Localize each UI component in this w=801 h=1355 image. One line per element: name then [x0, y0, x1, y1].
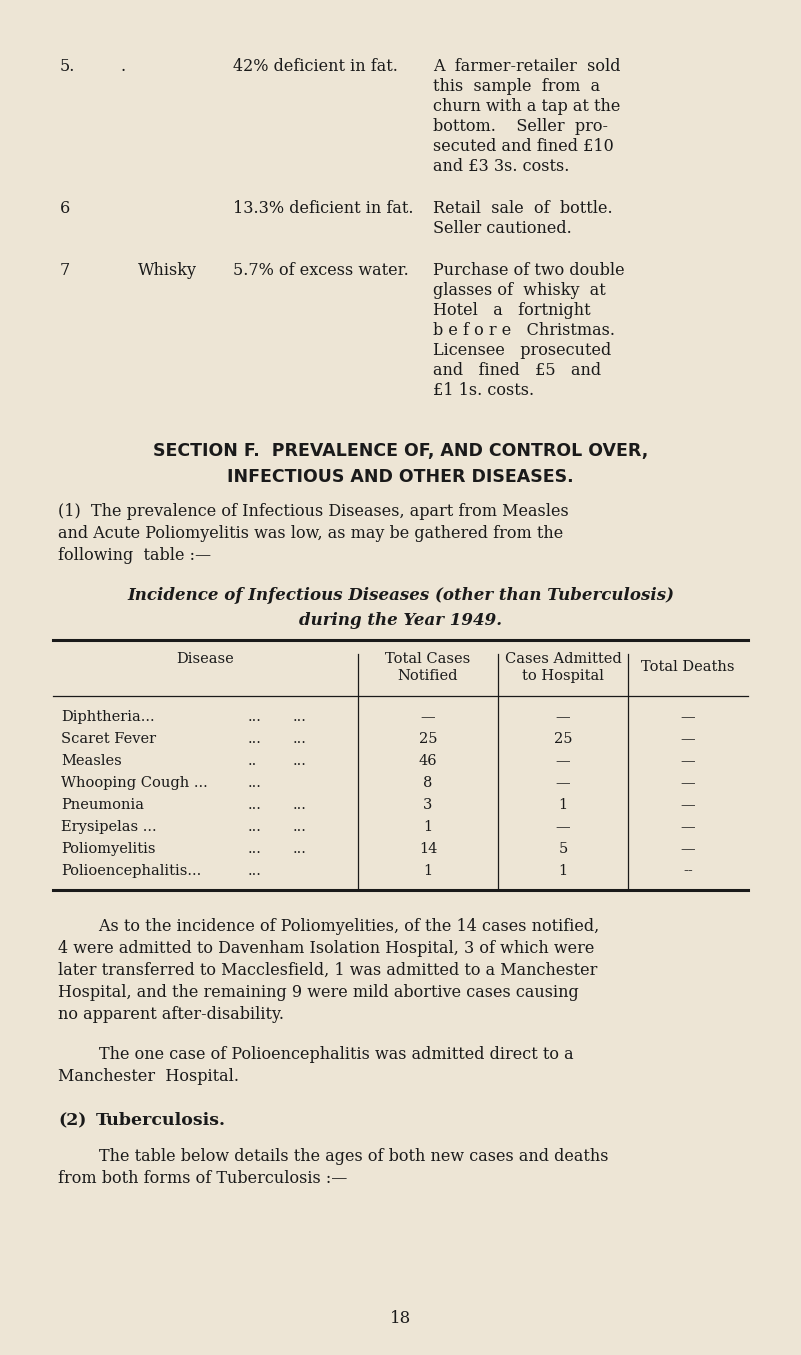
- Text: (2): (2): [58, 1112, 87, 1129]
- Text: --: --: [683, 864, 693, 878]
- Text: 4 were admitted to Davenham Isolation Hospital, 3 of which were: 4 were admitted to Davenham Isolation Ho…: [58, 940, 594, 957]
- Text: 46: 46: [419, 753, 437, 768]
- Text: —: —: [681, 820, 695, 833]
- Text: ...: ...: [248, 864, 262, 878]
- Text: ...: ...: [293, 820, 307, 833]
- Text: and   fined   £5   and: and fined £5 and: [433, 362, 601, 379]
- Text: 1: 1: [424, 864, 433, 878]
- Text: 5: 5: [558, 841, 568, 856]
- Text: (1)  The prevalence of Infectious Diseases, apart from Measles: (1) The prevalence of Infectious Disease…: [58, 503, 569, 520]
- Text: A  farmer-retailer  sold: A farmer-retailer sold: [433, 58, 621, 75]
- Text: —: —: [681, 776, 695, 790]
- Text: 1: 1: [558, 864, 568, 878]
- Text: —: —: [681, 841, 695, 856]
- Text: 6: 6: [60, 201, 70, 217]
- Text: ...: ...: [248, 732, 262, 747]
- Text: churn with a tap at the: churn with a tap at the: [433, 98, 621, 115]
- Text: 1: 1: [424, 820, 433, 833]
- Text: ...: ...: [293, 841, 307, 856]
- Text: The one case of Polioencephalitis was admitted direct to a: The one case of Polioencephalitis was ad…: [58, 1046, 574, 1064]
- Text: ...: ...: [248, 710, 262, 724]
- Text: ...: ...: [248, 776, 262, 790]
- Text: .: .: [120, 58, 125, 75]
- Text: —: —: [681, 798, 695, 812]
- Text: later transferred to Macclesfield, 1 was admitted to a Manchester: later transferred to Macclesfield, 1 was…: [58, 962, 598, 980]
- Text: Scaret Fever: Scaret Fever: [61, 732, 156, 747]
- Text: following  table :—: following table :—: [58, 547, 211, 564]
- Text: and Acute Poliomyelitis was low, as may be gathered from the: and Acute Poliomyelitis was low, as may …: [58, 524, 563, 542]
- Text: Pneumonia: Pneumonia: [61, 798, 144, 812]
- Text: —: —: [556, 710, 570, 724]
- Text: ..: ..: [248, 753, 257, 768]
- Text: 3: 3: [423, 798, 433, 812]
- Text: this  sample  from  a: this sample from a: [433, 79, 600, 95]
- Text: 25: 25: [553, 732, 572, 747]
- Text: ...: ...: [248, 798, 262, 812]
- Text: 5.7% of excess water.: 5.7% of excess water.: [233, 262, 409, 279]
- Text: ...: ...: [293, 732, 307, 747]
- Text: SECTION F.  PREVALENCE OF, AND CONTROL OVER,: SECTION F. PREVALENCE OF, AND CONTROL OV…: [153, 442, 648, 459]
- Text: 13.3% deficient in fat.: 13.3% deficient in fat.: [233, 201, 413, 217]
- Text: Polioencephalitis...: Polioencephalitis...: [61, 864, 201, 878]
- Text: Hospital, and the remaining 9 were mild abortive cases causing: Hospital, and the remaining 9 were mild …: [58, 984, 579, 1001]
- Text: 18: 18: [390, 1310, 411, 1327]
- Text: ...: ...: [248, 841, 262, 856]
- Text: As to the incidence of Poliomyelities, of the 14 cases notified,: As to the incidence of Poliomyelities, o…: [58, 917, 599, 935]
- Text: Cases Admitted: Cases Admitted: [505, 652, 622, 667]
- Text: Manchester  Hospital.: Manchester Hospital.: [58, 1068, 239, 1085]
- Text: ...: ...: [293, 798, 307, 812]
- Text: —: —: [681, 732, 695, 747]
- Text: Notified: Notified: [398, 669, 458, 683]
- Text: to Hospital: to Hospital: [522, 669, 604, 683]
- Text: Whisky: Whisky: [138, 262, 197, 279]
- Text: bottom.    Seller  pro-: bottom. Seller pro-: [433, 118, 608, 136]
- Text: ...: ...: [248, 820, 262, 833]
- Text: Seller cautioned.: Seller cautioned.: [433, 220, 572, 237]
- Text: 1: 1: [558, 798, 568, 812]
- Text: Erysipelas ...: Erysipelas ...: [61, 820, 157, 833]
- Text: 5.: 5.: [60, 58, 75, 75]
- Text: and £3 3s. costs.: and £3 3s. costs.: [433, 159, 570, 175]
- Text: Purchase of two double: Purchase of two double: [433, 262, 625, 279]
- Text: Whooping Cough ...: Whooping Cough ...: [61, 776, 207, 790]
- Text: Incidence of Infectious Diseases (other than Tuberculosis): Incidence of Infectious Diseases (other …: [127, 587, 674, 604]
- Text: —: —: [421, 710, 435, 724]
- Text: 25: 25: [419, 732, 437, 747]
- Text: Poliomyelitis: Poliomyelitis: [61, 841, 155, 856]
- Text: Measles: Measles: [61, 753, 122, 768]
- Text: Licensee   prosecuted: Licensee prosecuted: [433, 341, 611, 359]
- Text: The table below details the ages of both new cases and deaths: The table below details the ages of both…: [58, 1148, 609, 1165]
- Text: £1 1s. costs.: £1 1s. costs.: [433, 382, 534, 398]
- Text: 14: 14: [419, 841, 437, 856]
- Text: Total Deaths: Total Deaths: [642, 660, 735, 673]
- Text: Diphtheria...: Diphtheria...: [61, 710, 155, 724]
- Text: 42% deficient in fat.: 42% deficient in fat.: [233, 58, 398, 75]
- Text: secuted and fined £10: secuted and fined £10: [433, 138, 614, 154]
- Text: glasses of  whisky  at: glasses of whisky at: [433, 282, 606, 299]
- Text: Tuberculosis.: Tuberculosis.: [96, 1112, 226, 1129]
- Text: —: —: [556, 820, 570, 833]
- Text: —: —: [556, 753, 570, 768]
- Text: b e f o r e   Christmas.: b e f o r e Christmas.: [433, 322, 615, 339]
- Text: —: —: [681, 710, 695, 724]
- Text: —: —: [556, 776, 570, 790]
- Text: 7: 7: [60, 262, 70, 279]
- Text: INFECTIOUS AND OTHER DISEASES.: INFECTIOUS AND OTHER DISEASES.: [227, 467, 574, 486]
- Text: no apparent after-disability.: no apparent after-disability.: [58, 1005, 284, 1023]
- Text: ...: ...: [293, 710, 307, 724]
- Text: ...: ...: [293, 753, 307, 768]
- Text: 8: 8: [423, 776, 433, 790]
- Text: during the Year 1949.: during the Year 1949.: [299, 612, 502, 629]
- Text: —: —: [681, 753, 695, 768]
- Text: Total Cases: Total Cases: [385, 652, 471, 667]
- Text: from both forms of Tuberculosis :—: from both forms of Tuberculosis :—: [58, 1169, 348, 1187]
- Text: Disease: Disease: [177, 652, 235, 667]
- Text: Hotel   a   fortnight: Hotel a fortnight: [433, 302, 590, 318]
- Text: Retail  sale  of  bottle.: Retail sale of bottle.: [433, 201, 613, 217]
